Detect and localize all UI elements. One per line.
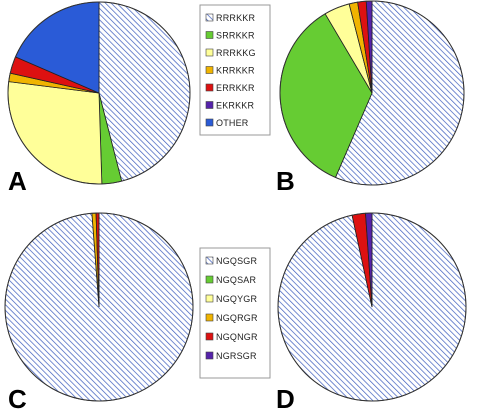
pie-outline-d xyxy=(277,212,467,402)
legend-swatch-ngqsgr xyxy=(205,256,214,265)
legend-label-errkkr: ERRKKR xyxy=(216,83,255,93)
legend-label-ngqngr: NGQNGR xyxy=(216,332,258,342)
pie-outline-c xyxy=(4,212,194,402)
pie-chart-c xyxy=(4,212,194,402)
legend-label-ekrkkr: EKRKKR xyxy=(216,101,255,111)
legend-bottom: NGQSGR NGQSAR NGQYGR NGQRGR NGQNGR NGRSGR xyxy=(199,247,271,379)
legend-label-rrrkkr: RRRKKR xyxy=(216,13,256,23)
pie-chart-a xyxy=(7,1,191,185)
legend-swatch-ngqngr xyxy=(205,332,214,341)
legend-label-ngqsar: NGQSAR xyxy=(216,275,257,285)
panel-label-a: A xyxy=(8,166,27,196)
legend-swatch-ngqygr xyxy=(205,294,214,303)
legend-label-ngqygr: NGQYGR xyxy=(216,294,258,304)
pie-chart-d xyxy=(277,212,467,402)
legend-swatch-ngqrgr xyxy=(205,313,214,322)
pie-outline-b xyxy=(279,0,465,186)
pie-chart-b xyxy=(279,0,465,186)
legend-swatch-rrrkkr xyxy=(205,13,214,22)
legend-label-rrrkkg: RRRKKG xyxy=(216,48,256,58)
legend-top: RRRKKR SRRKKR RRRKKG KRRKKR ERRKKR EKRKKR OTHE… xyxy=(199,4,271,136)
legend-label-krrkkr: KRRKKR xyxy=(216,66,255,76)
legend-label-other: OTHER xyxy=(216,118,249,128)
pie-outline-a xyxy=(7,1,191,185)
panel-label-d: D xyxy=(276,384,295,414)
legend-label-ngqsgr: NGQSGR xyxy=(216,256,258,266)
legend-label-srrkkr: SRRKKR xyxy=(216,31,255,41)
legend-label-ngqrgr: NGQRGR xyxy=(216,313,258,323)
legend-swatch-rrrkkg xyxy=(205,48,214,57)
legend-swatch-ngqsar xyxy=(205,275,214,284)
legend-label-ngrsgr: NGRSGR xyxy=(216,351,257,361)
legend-swatch-krrkkr xyxy=(205,66,214,74)
legend-swatch-ekrkkr xyxy=(205,101,214,109)
legend-swatch-srrkkr xyxy=(205,31,214,39)
legend-swatch-other xyxy=(205,118,214,127)
panel-label-b: B xyxy=(276,166,295,196)
legend-swatch-ngrsgr xyxy=(205,351,214,360)
panel-label-c: C xyxy=(8,384,27,414)
legend-swatch-errkkr xyxy=(205,83,214,92)
